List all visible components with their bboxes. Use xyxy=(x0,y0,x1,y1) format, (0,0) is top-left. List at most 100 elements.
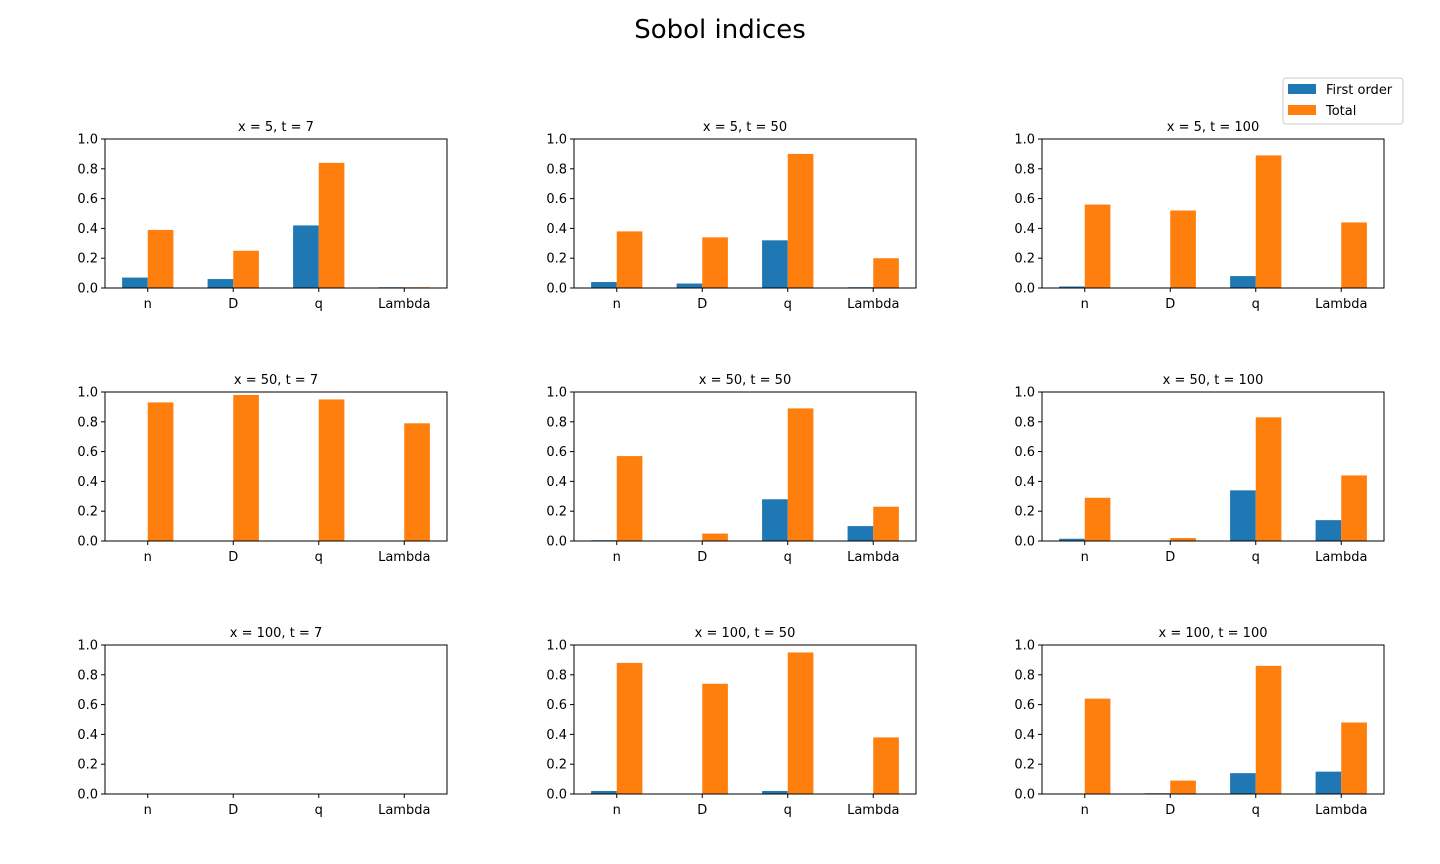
y-tick-label: 0.2 xyxy=(77,758,98,773)
axes-frame xyxy=(104,644,448,795)
bar-total xyxy=(233,250,259,288)
figure-title: Sobol indices xyxy=(634,15,806,45)
bar-total xyxy=(873,737,899,794)
y-tick-label: 0.8 xyxy=(546,162,567,177)
bar-total xyxy=(1341,475,1367,541)
subplot-title: x = 100, t = 7 xyxy=(230,626,322,641)
subplot-title: x = 50, t = 50 xyxy=(699,373,791,388)
y-tick-label: 1.0 xyxy=(77,639,98,654)
y-tick-label: 0.4 xyxy=(77,475,98,490)
bar-total xyxy=(318,162,345,288)
subplot-title: x = 5, t = 100 xyxy=(1167,120,1259,135)
y-tick-label: 0.2 xyxy=(1014,758,1035,773)
y-tick-label: 0.2 xyxy=(1014,505,1035,520)
y-tick-label: 1.0 xyxy=(546,639,567,654)
x-tick-label: Lambda xyxy=(1315,297,1367,312)
x-tick-label: Lambda xyxy=(847,297,899,312)
x-tick-label: n xyxy=(1081,803,1089,818)
subplot-title: x = 50, t = 100 xyxy=(1163,373,1264,388)
x-tick-label: q xyxy=(784,297,792,312)
x-tick-label: D xyxy=(1165,803,1175,818)
bar-first-order xyxy=(122,277,148,288)
y-tick-label: 0.6 xyxy=(546,445,567,460)
legend-label: Total xyxy=(1325,104,1356,119)
y-tick-label: 0.6 xyxy=(1014,445,1035,460)
bar-total xyxy=(1341,222,1367,288)
y-tick-label: 0.4 xyxy=(77,222,98,237)
bar-total xyxy=(616,231,643,288)
y-tick-label: 0.2 xyxy=(546,252,567,267)
bar-total xyxy=(1084,204,1111,288)
x-tick-label: n xyxy=(613,550,621,565)
y-tick-label: 0.8 xyxy=(1014,668,1035,683)
bar-total xyxy=(1084,698,1111,794)
subplot-title: x = 100, t = 100 xyxy=(1159,626,1268,641)
bar-first-order xyxy=(1315,771,1342,794)
x-tick-label: n xyxy=(1081,297,1089,312)
x-tick-label: D xyxy=(228,803,238,818)
axes-frame xyxy=(1041,138,1385,289)
bar-total xyxy=(147,402,174,541)
x-tick-label: D xyxy=(228,297,238,312)
bar-first-order xyxy=(1230,490,1256,541)
y-tick-label: 1.0 xyxy=(1014,639,1035,654)
bar-first-order xyxy=(762,791,788,794)
y-tick-label: 0.4 xyxy=(1014,222,1035,237)
bar-first-order xyxy=(591,791,617,794)
bar-total xyxy=(702,683,728,794)
bar-total xyxy=(1255,155,1282,288)
subplot-title: x = 100, t = 50 xyxy=(695,626,796,641)
y-tick-label: 0.8 xyxy=(77,162,98,177)
y-tick-label: 0.4 xyxy=(1014,475,1035,490)
y-tick-label: 0.8 xyxy=(1014,415,1035,430)
x-tick-label: Lambda xyxy=(378,550,430,565)
bar-total xyxy=(702,533,728,541)
y-tick-label: 0.2 xyxy=(546,758,567,773)
y-tick-label: 0.4 xyxy=(1014,728,1035,743)
bar-total xyxy=(233,394,259,541)
y-tick-label: 1.0 xyxy=(546,386,567,401)
y-tick-label: 1.0 xyxy=(1014,386,1035,401)
bar-first-order xyxy=(847,526,874,541)
x-tick-label: n xyxy=(144,550,152,565)
bar-total xyxy=(404,423,430,541)
bar-first-order xyxy=(676,283,703,288)
axes-frame xyxy=(1041,644,1385,795)
x-tick-label: q xyxy=(784,550,792,565)
y-tick-label: 0.0 xyxy=(1014,788,1035,803)
x-tick-label: Lambda xyxy=(378,803,430,818)
x-tick-label: q xyxy=(1252,803,1260,818)
x-tick-label: n xyxy=(144,803,152,818)
x-tick-label: D xyxy=(697,803,707,818)
y-tick-label: 0.8 xyxy=(77,415,98,430)
y-tick-label: 0.8 xyxy=(1014,162,1035,177)
x-tick-label: q xyxy=(315,297,323,312)
bar-total xyxy=(318,399,345,541)
y-tick-label: 0.0 xyxy=(77,788,98,803)
bar-total xyxy=(1170,780,1196,794)
bar-total xyxy=(1170,538,1196,541)
bar-first-order xyxy=(1315,520,1342,541)
bar-first-order xyxy=(591,282,617,288)
y-tick-label: 1.0 xyxy=(77,386,98,401)
x-tick-label: Lambda xyxy=(1315,550,1367,565)
bar-total xyxy=(1084,497,1111,541)
y-tick-label: 0.6 xyxy=(1014,192,1035,207)
y-tick-label: 1.0 xyxy=(77,133,98,148)
bar-total xyxy=(616,662,643,794)
legend: First order Total xyxy=(1282,77,1404,125)
x-tick-label: D xyxy=(228,550,238,565)
y-tick-label: 0.2 xyxy=(546,505,567,520)
y-tick-label: 0.0 xyxy=(546,535,567,550)
legend-swatch xyxy=(1288,105,1316,115)
y-tick-label: 0.4 xyxy=(546,222,567,237)
y-tick-label: 1.0 xyxy=(546,133,567,148)
x-tick-label: D xyxy=(1165,297,1175,312)
bar-first-order xyxy=(1230,773,1256,794)
x-tick-label: Lambda xyxy=(1315,803,1367,818)
